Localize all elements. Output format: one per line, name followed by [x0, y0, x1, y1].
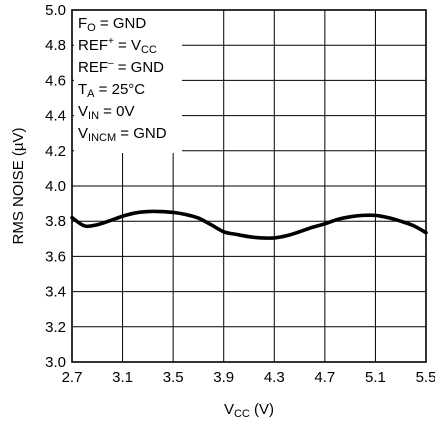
annotation-line: TA = 25°C — [78, 81, 145, 100]
y-tick-label: 3.4 — [45, 284, 66, 301]
annotation-line: VIN = 0V — [78, 103, 134, 122]
series-line — [70, 209, 428, 240]
annotation-line: FO = GND — [78, 15, 146, 34]
y-axis-title: RMS NOISE (µV) — [10, 128, 27, 245]
conditions-annotation: FO = GND REF+ = VCC REF– = GND TA = 25°C VIN… — [78, 15, 167, 144]
annotation-line: REF+ = VCC — [78, 36, 157, 56]
x-axis-title-sub: CC — [234, 408, 250, 420]
y-tick-label: 5.0 — [45, 2, 66, 19]
annotation-line: VINCM = GND — [78, 125, 167, 144]
y-tick-label: 4.4 — [45, 108, 66, 125]
x-tick-label: 3.5 — [163, 369, 184, 386]
y-tick-label: 4.8 — [45, 37, 66, 54]
plot-frame — [71, 9, 427, 363]
x-tick-label: 3.9 — [213, 369, 234, 386]
annotation-background — [74, 10, 182, 153]
x-tick-label: 2.7 — [62, 369, 83, 386]
y-tick-labels: 3.0 3.2 3.4 3.6 3.8 4.0 4.2 4.4 4.6 4.8 5.0 — [45, 2, 66, 371]
x-tick-label: 3.1 — [112, 369, 133, 386]
x-axis-title-unit: (V) — [250, 401, 274, 418]
grid — [71, 9, 427, 363]
x-tick-label: 4.3 — [264, 369, 285, 386]
y-tick-label: 3.8 — [45, 213, 66, 230]
x-tick-label: 4.7 — [314, 369, 335, 386]
y-tick-label: 3.0 — [45, 354, 66, 371]
x-tick-label: 5.5 — [416, 369, 435, 386]
annotation-box: FO = GND REF+ = VCC REF– = GND TA = 25°C VIN… — [74, 10, 182, 153]
x-axis-title: VCC (V) — [224, 401, 274, 420]
y-tick-label: 4.0 — [45, 178, 66, 195]
y-tick-label: 4.2 — [45, 143, 66, 160]
y-tick-label: 3.2 — [45, 319, 66, 336]
annotation-line: REF– = GND — [78, 58, 164, 76]
y-tick-label: 3.6 — [45, 248, 66, 265]
x-tick-label: 5.1 — [365, 369, 386, 386]
x-axis-title-main: V — [224, 401, 234, 418]
y-tick-label: 4.6 — [45, 72, 66, 89]
x-tick-labels: 2.7 3.1 3.5 3.9 4.3 4.7 5.1 5.5 — [62, 369, 435, 386]
